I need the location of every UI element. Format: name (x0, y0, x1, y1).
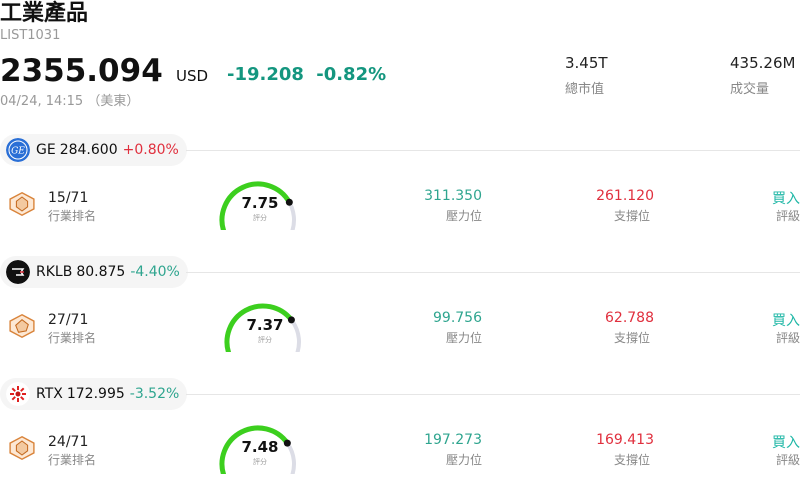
market-cap-label: 總市值 (565, 82, 605, 97)
stock-symbol: RTX (36, 386, 63, 402)
volume-value: 435.26M (730, 54, 796, 72)
stock-price: 172.995 (66, 386, 125, 402)
support-value: 62.788 (605, 310, 654, 326)
support-label: 支撐位 (613, 331, 650, 345)
stock-symbol: RKLB (36, 264, 73, 280)
score-gauge (218, 180, 302, 235)
change-percent: -0.82% (316, 64, 387, 85)
gauge-fill (219, 181, 292, 235)
support-label: 支撐位 (613, 209, 650, 223)
score-value: 7.48 (241, 438, 279, 456)
industry-radar-icon (8, 434, 36, 466)
rtx-logo-icon (6, 382, 30, 406)
stock-tag-ge[interactable]: GE GE 284.600 +0.80% (0, 134, 187, 166)
stock-change: +0.80% (122, 142, 179, 158)
rating-value[interactable]: 買入 (772, 435, 800, 451)
rating-label: 評級 (775, 331, 800, 345)
market-cap-value: 3.45T (565, 54, 608, 72)
section-divider (186, 394, 800, 395)
industry-radar-icon (8, 312, 36, 344)
svg-text:GE: GE (11, 147, 25, 157)
volume-label: 成交量 (730, 82, 770, 97)
support-value: 169.413 (596, 432, 654, 448)
section-divider (186, 150, 800, 151)
timestamp: 04/24, 14:15 （美東） (0, 94, 140, 109)
ge-logo-icon: GE (6, 138, 30, 162)
support-value: 261.120 (596, 188, 654, 204)
resistance-label: 壓力位 (445, 209, 482, 223)
rating-value[interactable]: 買入 (772, 313, 800, 329)
industry-rank-value: 15/71 (48, 190, 89, 206)
rating-label: 評級 (775, 209, 800, 223)
index-code: LIST1031 (0, 28, 61, 43)
stock-price: 80.875 (76, 264, 126, 280)
index-change: -19.208 -0.82% (227, 64, 386, 85)
change-value: -19.208 (227, 64, 304, 85)
industry-radar-icon (8, 190, 36, 222)
stock-tag-rklb[interactable]: RKLB 80.875 -4.40% (0, 256, 188, 288)
score-label: 評分 (253, 458, 267, 466)
score-value: 7.75 (241, 194, 279, 212)
industry-rank-value: 24/71 (48, 434, 89, 450)
score-value: 7.37 (246, 316, 284, 334)
resistance-value: 99.756 (433, 310, 482, 326)
stock-change: -3.52% (129, 386, 180, 402)
score-gauge (218, 424, 302, 479)
section-divider (186, 272, 800, 273)
industry-rank-label: 行業排名 (48, 453, 97, 467)
resistance-label: 壓力位 (445, 453, 482, 467)
resistance-value: 311.350 (424, 188, 482, 204)
industry-rank-label: 行業排名 (48, 331, 97, 345)
page-title: 工業產品 (0, 1, 89, 26)
industry-rank-value: 27/71 (48, 312, 89, 328)
score-label: 評分 (253, 214, 267, 222)
stock-change: -4.40% (130, 264, 180, 280)
gauge-fill (219, 425, 290, 479)
gauge-marker (283, 439, 291, 447)
stock-price: 284.600 (59, 142, 118, 158)
industry-rank-label: 行業排名 (48, 209, 97, 223)
resistance-label: 壓力位 (445, 331, 482, 345)
rating-label: 評級 (775, 453, 800, 467)
gauge-marker (285, 198, 293, 206)
gauge-fill (224, 303, 294, 357)
score-label: 評分 (258, 336, 272, 344)
rating-value[interactable]: 買入 (772, 191, 800, 207)
rklb-logo-icon (6, 260, 30, 284)
currency-label: USD (176, 67, 209, 85)
index-price: 2355.094 (0, 53, 163, 89)
stock-tag-rtx[interactable]: RTX 172.995 -3.52% (0, 378, 188, 410)
score-gauge (223, 302, 307, 357)
stock-symbol: GE (36, 142, 56, 158)
gauge-marker (287, 316, 295, 324)
resistance-value: 197.273 (424, 432, 482, 448)
support-label: 支撐位 (613, 453, 650, 467)
